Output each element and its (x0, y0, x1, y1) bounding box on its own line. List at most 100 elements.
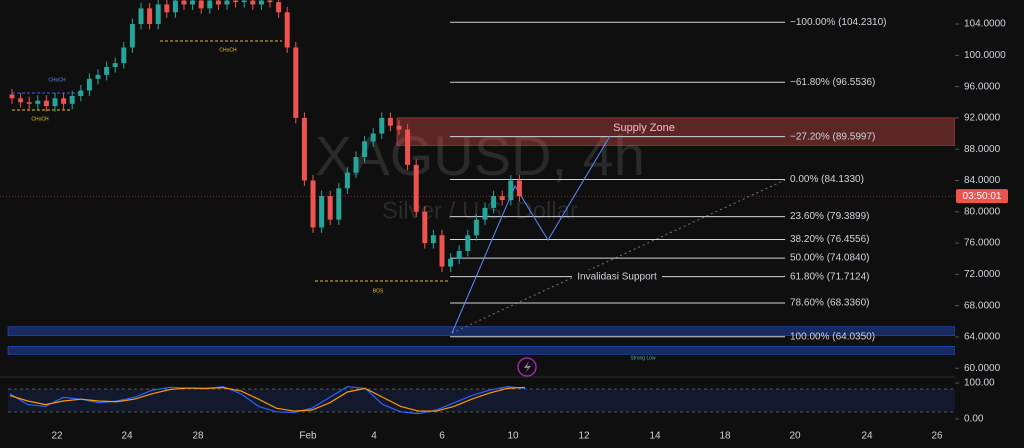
candle-body (215, 0, 221, 5)
choch-label: CHoCH (48, 77, 66, 83)
candle-body (86, 78, 92, 91)
x-tick-label: 14 (649, 431, 661, 442)
fib-label: 0.00% (84.1330) (790, 174, 864, 185)
main-pane (7, 0, 955, 355)
candle-body (95, 74, 101, 79)
y-tick-label: 92.0000 (964, 113, 1001, 124)
candle-body (250, 0, 256, 5)
candle-body (499, 196, 505, 201)
candle-body (190, 0, 196, 5)
y-tick-label: 76.0000 (964, 238, 1001, 249)
candle-body (473, 219, 479, 236)
fib-label: −100.00% (104.2310) (790, 17, 886, 28)
candle-body (370, 133, 376, 142)
low-zone (7, 346, 955, 355)
candle-body (61, 98, 67, 104)
fib-label: 100.00% (64.0350) (790, 331, 875, 342)
candle-body (233, 0, 239, 3)
choch-label: CHoCH (31, 116, 49, 122)
oscillator-line (9, 385, 526, 415)
supply-zone (396, 117, 955, 146)
candle-body (362, 141, 368, 158)
supply-zone-label: Supply Zone (613, 122, 675, 134)
candle-body (207, 0, 213, 9)
candle-body (26, 102, 32, 104)
y-tick-label: 68.0000 (964, 300, 1001, 311)
oscillator-line (9, 386, 526, 412)
y-tick-label: 96.0000 (964, 81, 1001, 92)
candle-body (508, 180, 514, 201)
event-bolt (524, 361, 531, 373)
candle-body (319, 196, 325, 228)
candle-body (336, 188, 342, 220)
price-axis (955, 0, 1024, 448)
candle-body (104, 67, 110, 75)
x-tick-label: 4 (371, 431, 377, 442)
candle-body (465, 235, 471, 251)
candle-body (147, 8, 153, 25)
fib-label: 23.60% (79.3899) (790, 211, 870, 222)
candle-body (164, 4, 170, 13)
fib-label: 78.60% (68.3360) (790, 298, 870, 309)
candle-body (9, 94, 15, 99)
candle-body (52, 98, 58, 107)
candle-body (379, 117, 385, 134)
candle-body (448, 258, 454, 267)
x-tick-label: 26 (931, 431, 943, 442)
candle-body (129, 24, 135, 48)
event-icon[interactable] (517, 357, 537, 377)
trend-line (451, 179, 786, 334)
candle-body (155, 4, 161, 25)
candle-body (224, 0, 230, 5)
candle-body (258, 0, 264, 5)
candle-body (241, 0, 247, 3)
candle-body (439, 235, 445, 267)
watermark-subtitle: Silver / U.S. Dollar (382, 197, 578, 224)
candle-body (482, 207, 488, 220)
low-zone (7, 326, 955, 336)
candle-body (112, 63, 118, 68)
candle-body (310, 180, 316, 228)
candle-body (413, 164, 419, 212)
y-tick-label: 64.0000 (964, 332, 1001, 343)
candle-body (69, 95, 75, 104)
candle-body (430, 235, 436, 244)
candle-body (301, 117, 307, 181)
candle-body (396, 125, 402, 130)
invalidation-bg (572, 270, 662, 283)
osc-tick-label: 100.00 (964, 378, 995, 389)
bos-label: BOS (373, 288, 384, 294)
candle-body (43, 100, 49, 107)
candle-body (284, 12, 290, 48)
x-tick-label: 20 (789, 431, 801, 442)
candle-body (121, 47, 127, 64)
fib-label: −27.20% (89.5997) (790, 131, 875, 142)
y-tick-label: 80.0000 (964, 206, 1001, 217)
candle-body (276, 2, 282, 13)
fib-label: −61.80% (96.5536) (790, 77, 875, 88)
x-tick-label: 18 (719, 431, 731, 442)
fib-label: 50.00% (74.0840) (790, 253, 870, 264)
fib-label: 61.80% (71.7124) (790, 271, 870, 282)
candle-body (456, 250, 462, 259)
oscillator-band (8, 389, 955, 412)
candle-body (405, 129, 411, 165)
candle-body (138, 8, 144, 25)
candle-body (387, 117, 393, 126)
y-tick-label: 60.0000 (964, 363, 1001, 374)
fib-label: 38.20% (76.4556) (790, 234, 870, 245)
choch-label: CHoCH (219, 47, 237, 53)
candle-body (78, 90, 84, 96)
osc-tick-label: 0.00 (964, 414, 984, 425)
y-tick-label: 88.0000 (964, 144, 1001, 155)
projection-path (451, 135, 611, 334)
countdown-bg (956, 189, 1008, 204)
candle-body (327, 196, 333, 220)
candle-body (491, 196, 497, 208)
low-zone-label: Strong Low (630, 356, 656, 362)
x-tick-label: 24 (121, 431, 133, 442)
candle-body (344, 172, 350, 189)
x-tick-label: 6 (439, 431, 445, 442)
x-tick-label: 22 (51, 431, 63, 442)
